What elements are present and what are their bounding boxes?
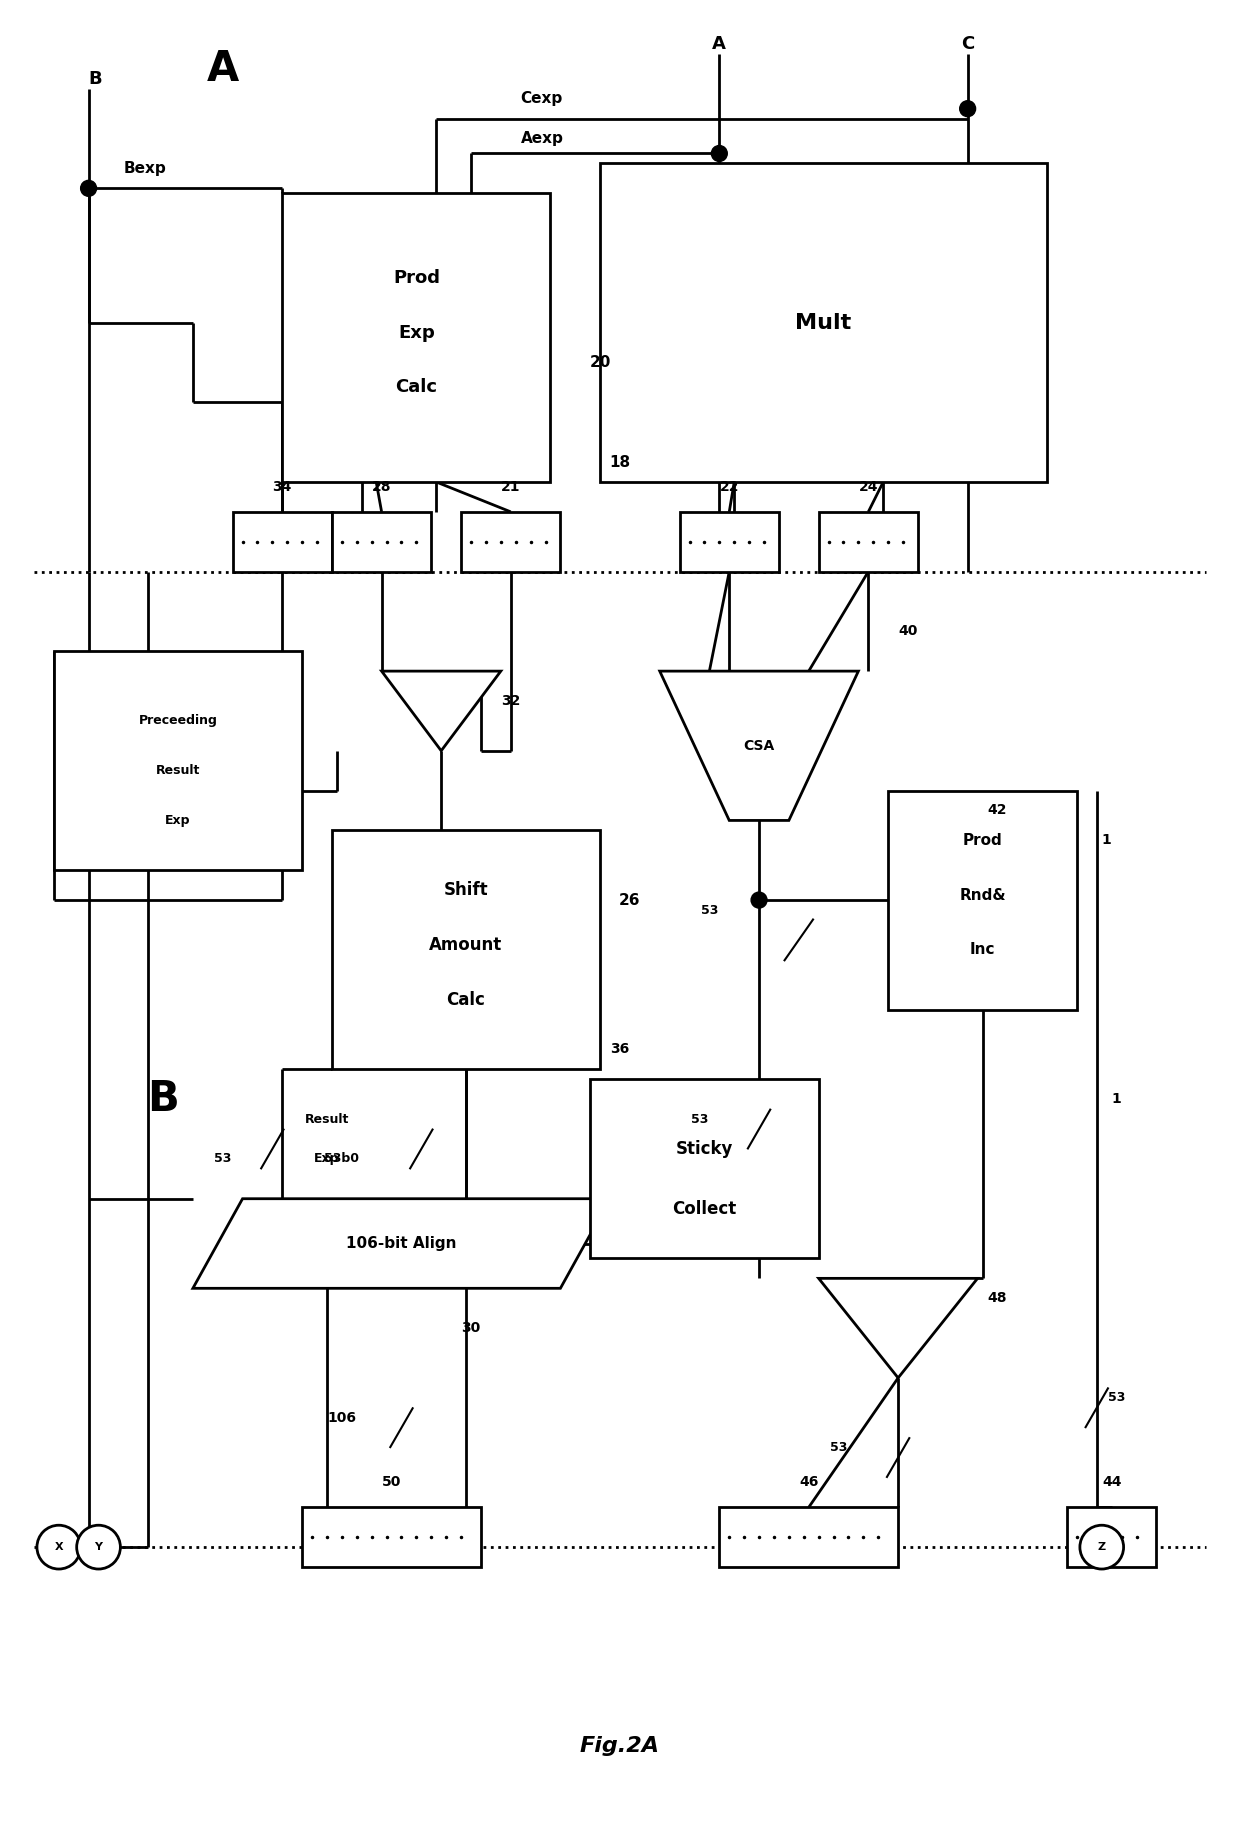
Polygon shape xyxy=(382,672,501,751)
Text: X: X xyxy=(55,1542,63,1551)
Bar xyxy=(233,512,332,571)
Text: Y: Y xyxy=(94,1542,103,1551)
Text: CSA: CSA xyxy=(744,738,775,753)
Text: Amount: Amount xyxy=(429,936,502,955)
Bar xyxy=(590,1080,818,1258)
Polygon shape xyxy=(818,1278,977,1377)
Text: 48: 48 xyxy=(988,1291,1007,1305)
Text: 40: 40 xyxy=(898,624,918,639)
Text: 18: 18 xyxy=(609,455,631,470)
Text: 53b0: 53b0 xyxy=(325,1153,360,1166)
Text: 53: 53 xyxy=(830,1441,847,1454)
Bar xyxy=(303,1507,481,1568)
Text: Exp: Exp xyxy=(165,813,191,826)
Text: A: A xyxy=(713,35,727,53)
Text: 22: 22 xyxy=(719,479,739,494)
Text: 53: 53 xyxy=(215,1153,232,1166)
Text: 21: 21 xyxy=(501,479,521,494)
Text: Bexp: Bexp xyxy=(123,162,166,176)
Text: 1: 1 xyxy=(1102,834,1111,848)
Polygon shape xyxy=(660,672,858,821)
Bar xyxy=(818,512,918,571)
Text: 24: 24 xyxy=(858,479,878,494)
Text: C: C xyxy=(961,35,975,53)
Text: A: A xyxy=(207,48,239,90)
Circle shape xyxy=(37,1526,81,1570)
Text: Inc: Inc xyxy=(970,942,996,957)
Text: B: B xyxy=(148,1078,179,1120)
Circle shape xyxy=(751,892,768,909)
Text: 36: 36 xyxy=(610,1043,630,1056)
Circle shape xyxy=(77,1526,120,1570)
Text: Result: Result xyxy=(305,1113,350,1125)
Text: Shift: Shift xyxy=(444,881,489,900)
Text: Result: Result xyxy=(156,764,200,777)
Bar xyxy=(1066,1507,1157,1568)
Text: 20: 20 xyxy=(589,354,611,371)
Text: 53: 53 xyxy=(691,1113,708,1125)
Bar xyxy=(332,512,432,571)
Text: 44: 44 xyxy=(1102,1476,1121,1489)
Text: Aexp: Aexp xyxy=(521,130,563,147)
Bar xyxy=(600,163,1047,483)
Circle shape xyxy=(960,101,976,118)
Text: Collect: Collect xyxy=(672,1199,737,1217)
Text: 32: 32 xyxy=(501,694,521,709)
Bar xyxy=(461,512,560,571)
Text: Rnd&: Rnd& xyxy=(960,887,1006,903)
Text: B: B xyxy=(88,70,102,88)
Text: Exp: Exp xyxy=(398,323,435,341)
Text: Z: Z xyxy=(1097,1542,1106,1551)
Text: 106-bit Align: 106-bit Align xyxy=(346,1236,456,1250)
Circle shape xyxy=(1080,1526,1123,1570)
Text: Exp: Exp xyxy=(314,1153,340,1166)
Text: 1: 1 xyxy=(1112,1092,1121,1105)
Circle shape xyxy=(81,180,97,196)
Text: Calc: Calc xyxy=(396,378,438,397)
Text: 50: 50 xyxy=(382,1476,402,1489)
Text: Prod: Prod xyxy=(962,834,1002,848)
Text: Sticky: Sticky xyxy=(676,1140,733,1159)
Text: Calc: Calc xyxy=(446,991,486,1008)
Text: 26: 26 xyxy=(619,892,641,907)
Text: Prod: Prod xyxy=(393,268,440,286)
Text: 30: 30 xyxy=(461,1322,481,1335)
Bar xyxy=(332,830,600,1069)
Bar xyxy=(680,512,779,571)
Text: Mult: Mult xyxy=(796,312,852,332)
Text: 53: 53 xyxy=(1109,1392,1126,1405)
Bar xyxy=(719,1507,898,1568)
Text: Fig.2A: Fig.2A xyxy=(580,1737,660,1757)
Text: 46: 46 xyxy=(799,1476,818,1489)
Bar xyxy=(53,652,303,870)
Bar xyxy=(283,193,551,483)
Text: 42: 42 xyxy=(988,804,1007,817)
Text: Cexp: Cexp xyxy=(521,92,563,106)
Bar xyxy=(888,791,1076,1010)
Text: 28: 28 xyxy=(372,479,392,494)
Text: 106: 106 xyxy=(327,1410,356,1425)
Text: 53: 53 xyxy=(701,903,718,916)
Polygon shape xyxy=(193,1199,610,1289)
Circle shape xyxy=(712,145,728,162)
Text: 34: 34 xyxy=(273,479,291,494)
Text: Preceeding: Preceeding xyxy=(139,714,217,727)
